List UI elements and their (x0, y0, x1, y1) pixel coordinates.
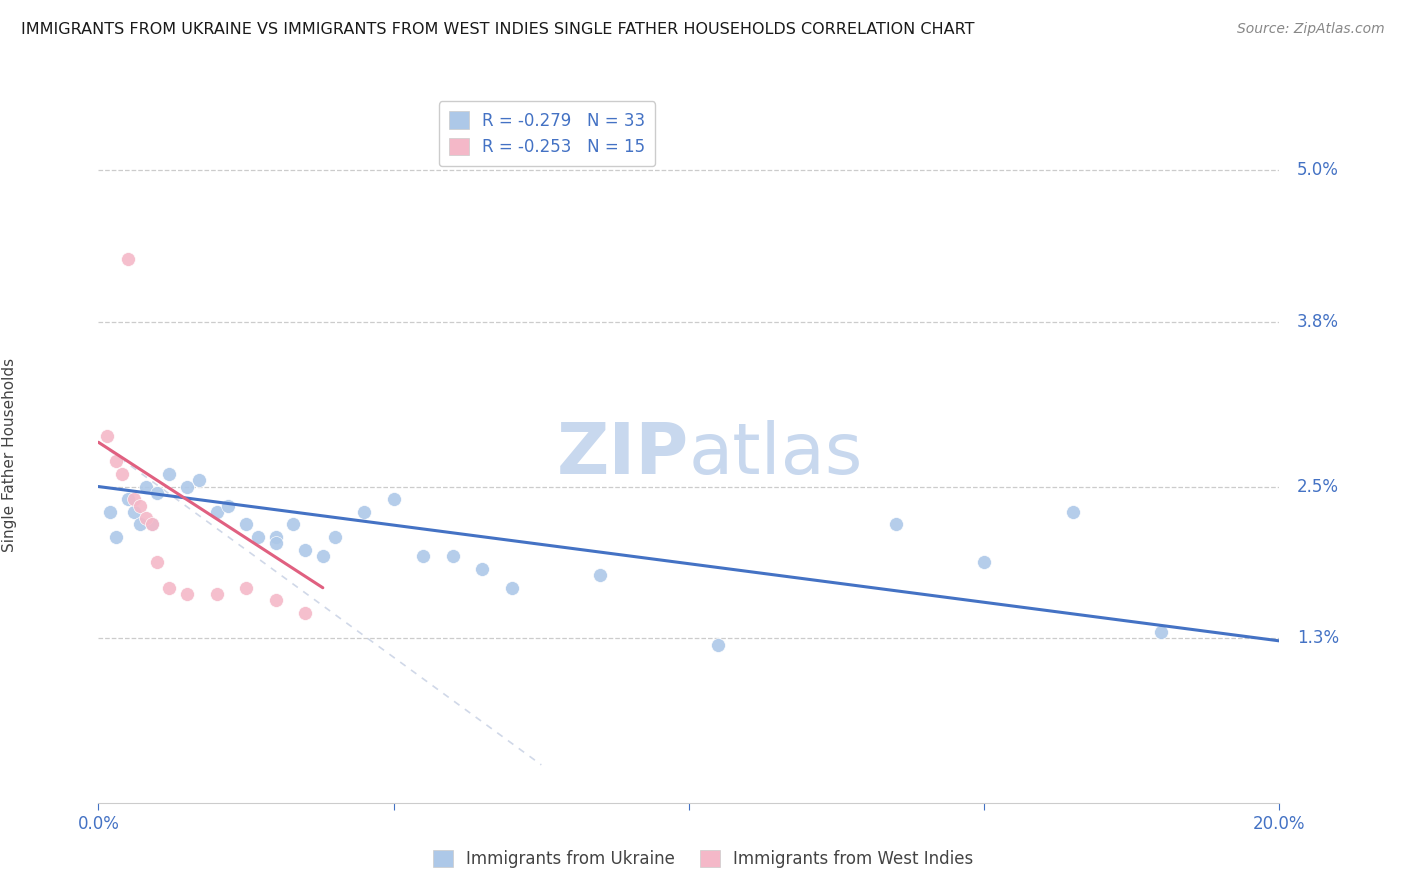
Legend: R = -0.279   N = 33, R = -0.253   N = 15: R = -0.279 N = 33, R = -0.253 N = 15 (439, 102, 655, 166)
Point (205, 505, 228, 519)
Point (117, 252, 139, 266)
Point (176, 587, 198, 601)
Point (105, 530, 128, 544)
Point (128, 517, 150, 532)
Legend: Immigrants from Ukraine, Immigrants from West Indies: Immigrants from Ukraine, Immigrants from… (426, 843, 980, 875)
Point (501, 581, 523, 595)
Point (235, 581, 257, 595)
Point (471, 562, 494, 576)
Point (294, 542, 316, 557)
Point (973, 556, 995, 570)
Point (235, 517, 257, 532)
Point (157, 467, 180, 481)
Point (111, 467, 134, 481)
Text: Single Father Households: Single Father Households (3, 358, 17, 552)
Point (187, 473, 209, 487)
Point (146, 486, 169, 500)
Point (707, 638, 730, 652)
Text: 5.0%: 5.0% (1298, 161, 1339, 179)
Text: IMMIGRANTS FROM UKRAINE VS IMMIGRANTS FROM WEST INDIES SINGLE FATHER HOUSEHOLDS : IMMIGRANTS FROM UKRAINE VS IMMIGRANTS FR… (21, 22, 974, 37)
Point (217, 499, 239, 513)
Point (323, 530, 346, 544)
Point (264, 536, 287, 550)
Point (412, 549, 434, 563)
Text: 1.3%: 1.3% (1298, 630, 1340, 648)
Point (135, 479, 157, 493)
Text: ZIP: ZIP (557, 420, 689, 490)
Point (205, 587, 228, 601)
Point (1150, 625, 1173, 640)
Point (96, 429, 118, 443)
Point (141, 517, 163, 532)
Text: 3.8%: 3.8% (1298, 313, 1339, 331)
Point (589, 568, 612, 582)
Point (135, 511, 157, 525)
Point (294, 606, 316, 620)
Point (264, 530, 287, 544)
Point (157, 581, 180, 595)
Point (117, 492, 139, 507)
Text: atlas: atlas (689, 420, 863, 490)
Point (98, 505, 121, 519)
Point (141, 517, 163, 532)
Point (441, 549, 464, 563)
Point (283, 517, 305, 532)
Text: 2.5%: 2.5% (1298, 477, 1339, 496)
Point (312, 549, 335, 563)
Point (105, 454, 128, 468)
Point (1062, 505, 1084, 519)
Point (246, 530, 269, 544)
Point (122, 505, 145, 519)
Point (146, 556, 169, 570)
Point (128, 499, 150, 513)
Point (122, 492, 145, 507)
Point (884, 517, 907, 532)
Point (176, 479, 198, 493)
Point (382, 492, 405, 507)
Text: Source: ZipAtlas.com: Source: ZipAtlas.com (1237, 22, 1385, 37)
Point (353, 505, 375, 519)
Point (264, 593, 287, 607)
